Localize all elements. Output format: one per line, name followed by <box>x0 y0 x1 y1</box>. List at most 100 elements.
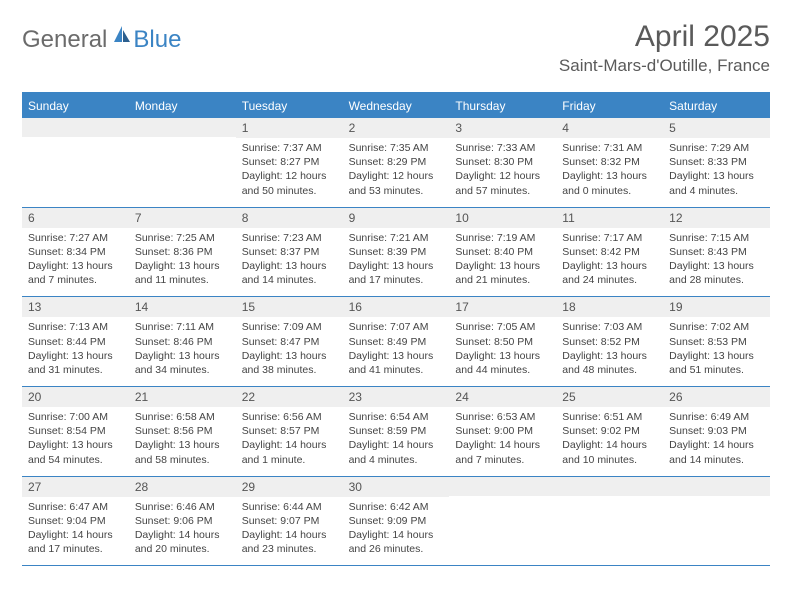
dow-cell: Tuesday <box>236 94 343 118</box>
day-body: Sunrise: 6:56 AMSunset: 8:57 PMDaylight:… <box>236 407 343 476</box>
day-body: Sunrise: 6:47 AMSunset: 9:04 PMDaylight:… <box>22 497 129 566</box>
day-cell: 26Sunrise: 6:49 AMSunset: 9:03 PMDayligh… <box>663 387 770 476</box>
day-cell: 6Sunrise: 7:27 AMSunset: 8:34 PMDaylight… <box>22 208 129 297</box>
sunrise-text: Sunrise: 7:21 AM <box>349 231 444 245</box>
day-cell: 19Sunrise: 7:02 AMSunset: 8:53 PMDayligh… <box>663 297 770 386</box>
day-number: 23 <box>343 387 450 407</box>
day-body: Sunrise: 7:29 AMSunset: 8:33 PMDaylight:… <box>663 138 770 207</box>
dow-cell: Wednesday <box>343 94 450 118</box>
sunset-text: Sunset: 8:34 PM <box>28 245 123 259</box>
day-cell: 23Sunrise: 6:54 AMSunset: 8:59 PMDayligh… <box>343 387 450 476</box>
sunrise-text: Sunrise: 6:56 AM <box>242 410 337 424</box>
sunrise-text: Sunrise: 7:03 AM <box>562 320 657 334</box>
day-cell: 15Sunrise: 7:09 AMSunset: 8:47 PMDayligh… <box>236 297 343 386</box>
day-body: Sunrise: 7:00 AMSunset: 8:54 PMDaylight:… <box>22 407 129 476</box>
sunset-text: Sunset: 8:56 PM <box>135 424 230 438</box>
daylight-text: Daylight: 14 hours and 26 minutes. <box>349 528 444 556</box>
day-number <box>663 477 770 496</box>
week-row: 20Sunrise: 7:00 AMSunset: 8:54 PMDayligh… <box>22 387 770 477</box>
day-cell: 28Sunrise: 6:46 AMSunset: 9:06 PMDayligh… <box>129 477 236 566</box>
daylight-text: Daylight: 12 hours and 57 minutes. <box>455 169 550 197</box>
day-body: Sunrise: 7:27 AMSunset: 8:34 PMDaylight:… <box>22 228 129 297</box>
day-number: 13 <box>22 297 129 317</box>
daylight-text: Daylight: 14 hours and 1 minute. <box>242 438 337 466</box>
week-row: 1Sunrise: 7:37 AMSunset: 8:27 PMDaylight… <box>22 118 770 208</box>
sunrise-text: Sunrise: 7:29 AM <box>669 141 764 155</box>
day-body: Sunrise: 7:21 AMSunset: 8:39 PMDaylight:… <box>343 228 450 297</box>
daylight-text: Daylight: 13 hours and 51 minutes. <box>669 349 764 377</box>
sunrise-text: Sunrise: 7:25 AM <box>135 231 230 245</box>
sunrise-text: Sunrise: 7:09 AM <box>242 320 337 334</box>
sunrise-text: Sunrise: 6:46 AM <box>135 500 230 514</box>
day-number: 22 <box>236 387 343 407</box>
dow-cell: Sunday <box>22 94 129 118</box>
sunset-text: Sunset: 8:32 PM <box>562 155 657 169</box>
sunset-text: Sunset: 8:52 PM <box>562 335 657 349</box>
day-body: Sunrise: 7:31 AMSunset: 8:32 PMDaylight:… <box>556 138 663 207</box>
day-number: 11 <box>556 208 663 228</box>
day-of-week-header: SundayMondayTuesdayWednesdayThursdayFrid… <box>22 94 770 118</box>
day-cell: 18Sunrise: 7:03 AMSunset: 8:52 PMDayligh… <box>556 297 663 386</box>
day-cell: 13Sunrise: 7:13 AMSunset: 8:44 PMDayligh… <box>22 297 129 386</box>
day-number: 18 <box>556 297 663 317</box>
day-number: 8 <box>236 208 343 228</box>
dow-cell: Saturday <box>663 94 770 118</box>
day-body <box>449 496 556 548</box>
sunrise-text: Sunrise: 7:35 AM <box>349 141 444 155</box>
calendar-table: SundayMondayTuesdayWednesdayThursdayFrid… <box>22 92 770 566</box>
day-body: Sunrise: 7:37 AMSunset: 8:27 PMDaylight:… <box>236 138 343 207</box>
day-cell: 30Sunrise: 6:42 AMSunset: 9:09 PMDayligh… <box>343 477 450 566</box>
day-body: Sunrise: 6:46 AMSunset: 9:06 PMDaylight:… <box>129 497 236 566</box>
day-number: 26 <box>663 387 770 407</box>
day-body <box>663 496 770 548</box>
day-cell: 25Sunrise: 6:51 AMSunset: 9:02 PMDayligh… <box>556 387 663 476</box>
day-body: Sunrise: 7:03 AMSunset: 8:52 PMDaylight:… <box>556 317 663 386</box>
daylight-text: Daylight: 14 hours and 17 minutes. <box>28 528 123 556</box>
sunset-text: Sunset: 9:03 PM <box>669 424 764 438</box>
day-number: 19 <box>663 297 770 317</box>
day-number <box>22 118 129 137</box>
daylight-text: Daylight: 14 hours and 23 minutes. <box>242 528 337 556</box>
day-body: Sunrise: 6:49 AMSunset: 9:03 PMDaylight:… <box>663 407 770 476</box>
day-body: Sunrise: 6:54 AMSunset: 8:59 PMDaylight:… <box>343 407 450 476</box>
daylight-text: Daylight: 13 hours and 7 minutes. <box>28 259 123 287</box>
day-body: Sunrise: 7:15 AMSunset: 8:43 PMDaylight:… <box>663 228 770 297</box>
daylight-text: Daylight: 13 hours and 41 minutes. <box>349 349 444 377</box>
day-number: 28 <box>129 477 236 497</box>
day-body: Sunrise: 7:23 AMSunset: 8:37 PMDaylight:… <box>236 228 343 297</box>
daylight-text: Daylight: 13 hours and 34 minutes. <box>135 349 230 377</box>
sunrise-text: Sunrise: 6:47 AM <box>28 500 123 514</box>
day-body: Sunrise: 7:05 AMSunset: 8:50 PMDaylight:… <box>449 317 556 386</box>
day-body: Sunrise: 7:25 AMSunset: 8:36 PMDaylight:… <box>129 228 236 297</box>
day-body: Sunrise: 7:09 AMSunset: 8:47 PMDaylight:… <box>236 317 343 386</box>
sunset-text: Sunset: 8:33 PM <box>669 155 764 169</box>
sunset-text: Sunset: 8:47 PM <box>242 335 337 349</box>
day-number <box>556 477 663 496</box>
day-cell: 1Sunrise: 7:37 AMSunset: 8:27 PMDaylight… <box>236 118 343 207</box>
day-number: 21 <box>129 387 236 407</box>
day-body: Sunrise: 6:53 AMSunset: 9:00 PMDaylight:… <box>449 407 556 476</box>
day-number: 2 <box>343 118 450 138</box>
day-cell <box>663 477 770 566</box>
day-cell <box>556 477 663 566</box>
day-number: 6 <box>22 208 129 228</box>
sunset-text: Sunset: 8:59 PM <box>349 424 444 438</box>
daylight-text: Daylight: 13 hours and 44 minutes. <box>455 349 550 377</box>
sunrise-text: Sunrise: 7:31 AM <box>562 141 657 155</box>
day-cell <box>449 477 556 566</box>
day-cell: 17Sunrise: 7:05 AMSunset: 8:50 PMDayligh… <box>449 297 556 386</box>
daylight-text: Daylight: 13 hours and 21 minutes. <box>455 259 550 287</box>
day-body: Sunrise: 6:51 AMSunset: 9:02 PMDaylight:… <box>556 407 663 476</box>
day-cell: 9Sunrise: 7:21 AMSunset: 8:39 PMDaylight… <box>343 208 450 297</box>
sunset-text: Sunset: 8:43 PM <box>669 245 764 259</box>
sunset-text: Sunset: 9:04 PM <box>28 514 123 528</box>
dow-cell: Monday <box>129 94 236 118</box>
sunrise-text: Sunrise: 7:27 AM <box>28 231 123 245</box>
day-number: 27 <box>22 477 129 497</box>
week-row: 13Sunrise: 7:13 AMSunset: 8:44 PMDayligh… <box>22 297 770 387</box>
sunset-text: Sunset: 8:42 PM <box>562 245 657 259</box>
day-number: 7 <box>129 208 236 228</box>
title-block: April 2025 Saint-Mars-d'Outille, France <box>559 20 770 76</box>
day-body: Sunrise: 7:07 AMSunset: 8:49 PMDaylight:… <box>343 317 450 386</box>
daylight-text: Daylight: 14 hours and 20 minutes. <box>135 528 230 556</box>
